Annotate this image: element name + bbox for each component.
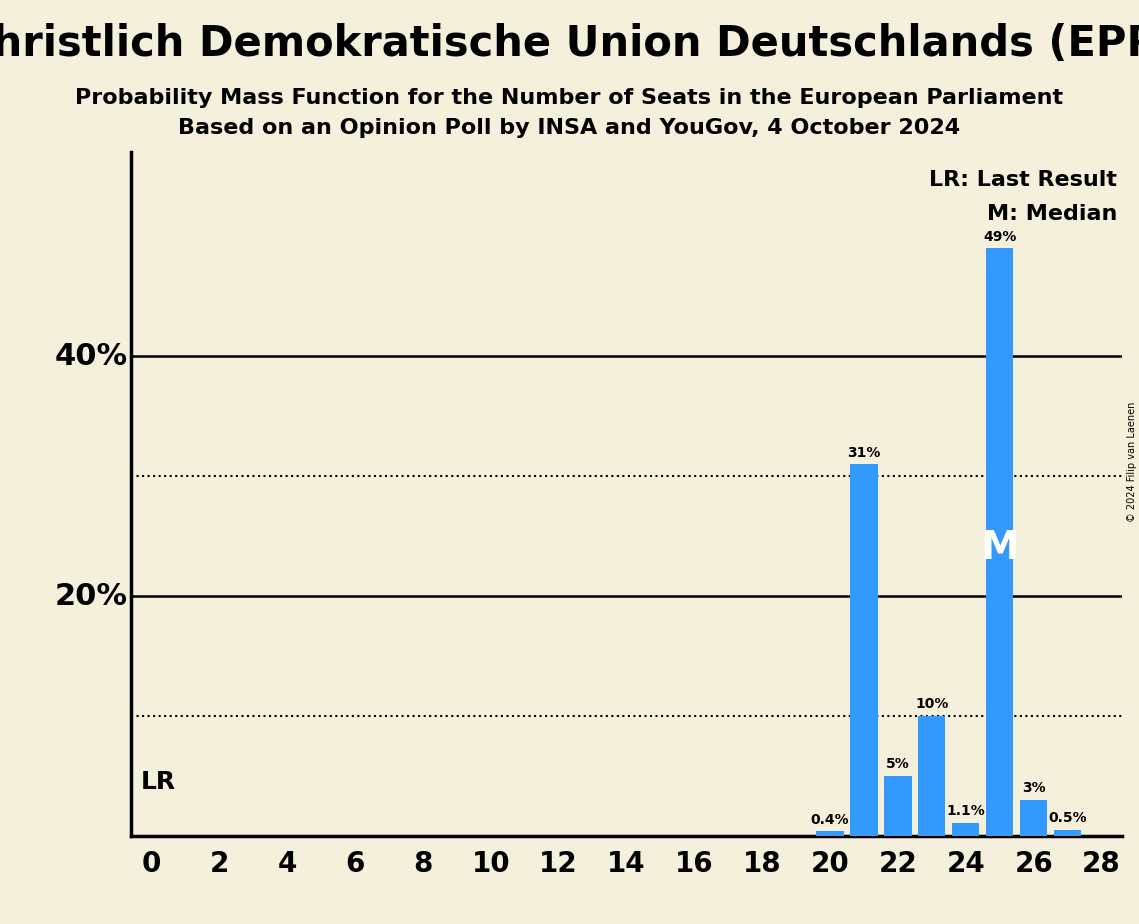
Bar bbox=[986, 249, 1014, 836]
Text: 10%: 10% bbox=[915, 698, 949, 711]
Text: 31%: 31% bbox=[847, 445, 880, 459]
Text: Probability Mass Function for the Number of Seats in the European Parliament: Probability Mass Function for the Number… bbox=[75, 88, 1064, 108]
Text: M: M bbox=[981, 529, 1019, 567]
Text: Christlich Demokratische Union Deutschlands (EPP): Christlich Demokratische Union Deutschla… bbox=[0, 23, 1139, 65]
Text: © 2024 Filip van Laenen: © 2024 Filip van Laenen bbox=[1126, 402, 1137, 522]
Bar bbox=[918, 716, 945, 836]
Bar bbox=[817, 832, 844, 836]
Text: LR: LR bbox=[141, 770, 177, 794]
Bar bbox=[1021, 800, 1047, 836]
Text: 1.1%: 1.1% bbox=[947, 804, 985, 819]
Text: 49%: 49% bbox=[983, 230, 1016, 244]
Bar bbox=[1054, 831, 1081, 836]
Text: 5%: 5% bbox=[886, 758, 910, 772]
Text: 0.5%: 0.5% bbox=[1048, 811, 1087, 825]
Text: Based on an Opinion Poll by INSA and YouGov, 4 October 2024: Based on an Opinion Poll by INSA and You… bbox=[179, 118, 960, 139]
Bar bbox=[884, 776, 911, 836]
Text: M: Median: M: Median bbox=[986, 203, 1117, 224]
Text: 0.4%: 0.4% bbox=[811, 812, 850, 827]
Text: 3%: 3% bbox=[1022, 782, 1046, 796]
Bar bbox=[952, 823, 980, 836]
Bar bbox=[851, 465, 877, 836]
Text: 20%: 20% bbox=[55, 582, 128, 611]
Text: 40%: 40% bbox=[55, 342, 128, 371]
Text: LR: Last Result: LR: Last Result bbox=[929, 170, 1117, 189]
